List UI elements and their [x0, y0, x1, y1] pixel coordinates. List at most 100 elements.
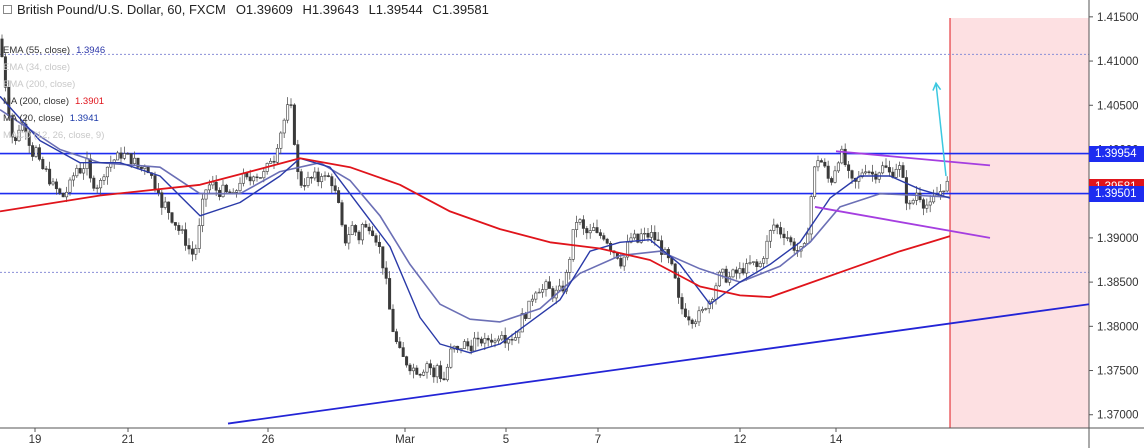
candle-up — [745, 263, 749, 274]
candle-down — [479, 338, 483, 344]
candle-up — [717, 271, 721, 287]
candle-down — [41, 159, 45, 170]
legend-ema55[interactable]: EMA (55, close) 1.3946 — [3, 45, 106, 56]
candle-up — [915, 192, 919, 201]
x-tick-label: 5 — [503, 434, 509, 446]
x-tick-label: 19 — [29, 434, 42, 446]
candle-down — [388, 278, 392, 310]
legend-ma20[interactable]: MA (20, close) 1.3941 — [3, 113, 99, 124]
candle-down — [656, 239, 660, 241]
legend-ma200[interactable]: MA (200, close) 1.3901 — [3, 96, 105, 107]
candle-down — [92, 177, 96, 189]
candle-down — [636, 233, 640, 243]
y-tick-label: 1.37000 — [1097, 410, 1139, 422]
candle-up — [738, 268, 742, 274]
candle-up — [496, 338, 500, 342]
ma200-line — [0, 157, 951, 298]
ema55-line — [0, 109, 951, 323]
candle-up — [221, 184, 225, 197]
candle-up — [622, 256, 626, 267]
symbol-title[interactable]: British Pound/U.S. Dollar, 60, FXCM — [17, 1, 226, 17]
candle-up — [122, 153, 126, 159]
legend-macd[interactable]: MACD (12, 26, close, 9) — [3, 130, 105, 141]
candle-down — [224, 184, 228, 193]
candle-down — [31, 145, 35, 157]
candle-down — [741, 268, 745, 274]
candle-up — [238, 182, 242, 191]
candle-up — [286, 104, 290, 121]
candle-up — [493, 340, 497, 343]
candle-down — [432, 367, 436, 378]
candle-down — [126, 153, 130, 155]
candle-up — [700, 309, 704, 312]
candle-down — [789, 237, 793, 243]
candle-down — [292, 104, 296, 145]
candle-down — [340, 202, 344, 226]
candle-up — [925, 204, 929, 209]
low-value: L1.39544 — [368, 1, 423, 17]
candle-down — [602, 235, 606, 240]
x-tick-label: 26 — [262, 434, 275, 446]
close-value: C1.39581 — [432, 1, 489, 17]
candle-down — [255, 176, 259, 178]
candle-down — [364, 224, 368, 228]
candle-up — [133, 157, 137, 164]
y-tick-label: 1.39000 — [1097, 233, 1139, 245]
candle-down — [779, 227, 783, 235]
candle-down — [374, 235, 378, 243]
candle-up — [82, 168, 86, 174]
candle-down — [843, 148, 847, 166]
candle-up — [99, 180, 103, 189]
candle-up — [592, 227, 596, 231]
candle-up — [704, 308, 708, 310]
future-zone — [950, 18, 1089, 428]
candle-down — [884, 165, 888, 168]
legend-ema34[interactable]: EMA (34, close) — [3, 62, 71, 73]
candle-up — [85, 158, 89, 170]
candle-down — [3, 56, 7, 88]
candle-up — [649, 232, 653, 238]
candle-down — [139, 166, 143, 169]
candle-up — [881, 165, 885, 174]
candle-up — [762, 258, 766, 264]
candle-up — [721, 268, 725, 273]
candle-down — [173, 222, 177, 226]
candle-up — [207, 184, 211, 191]
candle-down — [61, 192, 65, 198]
candle-up — [350, 225, 354, 235]
collapse-icon[interactable] — [3, 4, 12, 14]
candle-down — [88, 158, 92, 179]
candle-down — [289, 104, 293, 106]
candle-up — [279, 132, 283, 149]
candle-down — [469, 345, 473, 352]
candle-up — [163, 201, 167, 208]
candle-down — [27, 131, 31, 146]
legend-ema200[interactable]: EMA (200, close) — [3, 79, 76, 90]
candle-down — [850, 170, 854, 179]
candle-down — [673, 263, 677, 279]
candle-down — [775, 224, 779, 228]
candle-up — [928, 201, 932, 206]
candle-up — [694, 321, 698, 325]
candle-up — [534, 292, 538, 300]
candle-up — [323, 175, 327, 177]
candle-up — [537, 291, 541, 294]
candle-down — [887, 167, 891, 173]
candle-down — [585, 228, 589, 234]
candle-down — [408, 364, 412, 372]
candle-up — [411, 367, 415, 372]
candle-down — [439, 365, 443, 379]
candle-up — [785, 237, 789, 239]
candle-down — [245, 172, 249, 178]
candle-down — [619, 258, 623, 267]
candle-down — [547, 281, 551, 289]
candle-down — [214, 181, 218, 191]
candle-up — [71, 175, 75, 181]
candle-down — [394, 331, 398, 343]
candle-up — [945, 180, 949, 192]
candle-up — [282, 119, 286, 134]
candle-down — [466, 341, 470, 347]
candle-up — [768, 230, 772, 242]
